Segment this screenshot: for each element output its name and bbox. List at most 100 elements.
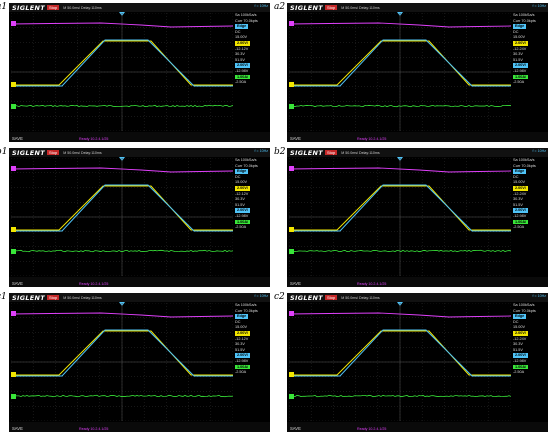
- timebase-readout: M 50.0ms/ Delay:110ms: [63, 5, 102, 10]
- trigger-type[interactable]: Edge: [235, 314, 249, 319]
- ch1-scale[interactable]: 2.00V/: [513, 185, 528, 191]
- trigger-coupling: DC: [513, 29, 519, 34]
- bottom-bar: SAVE Ready 10.2.4.1/25: [9, 277, 270, 287]
- waveform-grid: [289, 13, 511, 131]
- sample-rate: Sa 100kSa/s: [235, 13, 257, 17]
- ch4-offset: -2.50A: [235, 80, 247, 85]
- network-status: Ready 10.2.4.1/25: [79, 427, 109, 431]
- oscilloscope-screen: SIGLENT Stop M 50.0ms/ Delay:110ms f = 1…: [287, 293, 548, 432]
- memory-depth: Curr 70.0kpts: [235, 163, 258, 168]
- panel-label: a2: [273, 2, 287, 12]
- ch3-offset: -12.98V: [235, 358, 249, 363]
- ch3-trace: [289, 329, 511, 377]
- waveform-grid: [11, 158, 233, 276]
- ch1-scale[interactable]: 2.00V/: [513, 40, 528, 46]
- ch3-scale[interactable]: 2.00V/: [235, 63, 250, 68]
- ch2-level-marker: [11, 166, 16, 171]
- top-bar: SIGLENT Stop M 50.0ms/ Delay:110ms: [9, 293, 270, 302]
- ch4-offset: -2.50A: [235, 225, 247, 230]
- bottom-bar: SAVE Ready 10.2.4.1/25: [9, 132, 270, 142]
- run-stop-button[interactable]: Stop: [325, 5, 338, 10]
- trigger-type[interactable]: Edge: [513, 314, 527, 319]
- ch2-scale: 30.3V: [235, 52, 245, 57]
- ch2-trace: [11, 167, 233, 173]
- save-button[interactable]: SAVE: [290, 281, 301, 286]
- ch1-offset: -12.24V: [513, 336, 527, 341]
- run-stop-button[interactable]: Stop: [47, 150, 60, 155]
- panel-label: c2: [273, 292, 286, 302]
- network-status: Ready 10.2.4.1/25: [357, 427, 387, 431]
- run-stop-button[interactable]: Stop: [325, 150, 338, 155]
- ch2-trace: [289, 167, 511, 173]
- ch1-level-marker: [289, 372, 294, 377]
- channel-sidebar: Sa 100kSa/s Curr 70.0kpts Edge DC 15.00V…: [513, 303, 547, 421]
- ch1-trace: [11, 330, 233, 376]
- timebase-readout: M 50.0ms/ Delay:110ms: [341, 5, 380, 10]
- ch4-scale[interactable]: 1.00A/: [513, 364, 529, 370]
- panel-label: a1: [0, 2, 9, 12]
- ch3-scale[interactable]: 2.00V/: [513, 63, 528, 68]
- brand-logo: SIGLENT: [12, 3, 45, 12]
- brand-logo: SIGLENT: [290, 148, 323, 157]
- ch3-offset: -12.98V: [513, 358, 527, 363]
- top-bar: SIGLENT Stop M 50.0ms/ Delay:110ms: [9, 3, 270, 12]
- save-button[interactable]: SAVE: [290, 136, 301, 141]
- ch2-trace: [289, 312, 511, 318]
- ch4-offset: -2.50A: [513, 370, 525, 375]
- scope-panel-c1: c1 SIGLENT Stop M 50.0ms/ Delay:110ms f …: [0, 292, 270, 433]
- scope-panel-a1: a1 SIGLENT Stop M 50.0ms/ Delay:110ms f …: [0, 2, 270, 143]
- ch4-level-marker: [11, 394, 16, 399]
- ch3-scale[interactable]: 2.00V/: [235, 208, 250, 213]
- waveform-grid: [11, 13, 233, 131]
- save-button[interactable]: SAVE: [290, 426, 301, 431]
- bottom-bar: SAVE Ready 10.2.4.1/25: [287, 422, 548, 432]
- memory-depth: Curr 70.0kpts: [513, 308, 536, 313]
- ch2-scale: 30.3V: [513, 197, 523, 202]
- panel-label: b1: [0, 147, 9, 157]
- ch4-scale[interactable]: 1.00A/: [235, 74, 251, 80]
- run-stop-button[interactable]: Stop: [47, 295, 60, 300]
- ch4-trace: [289, 394, 511, 398]
- brand-logo: SIGLENT: [12, 293, 45, 302]
- ch1-offset: -12.24V: [513, 191, 527, 196]
- ch1-scale[interactable]: 2.00V/: [235, 185, 250, 191]
- channel-sidebar: Sa 100kSa/s Curr 70.0kpts Edge DC 15.00V…: [235, 303, 269, 421]
- save-button[interactable]: SAVE: [12, 281, 23, 286]
- ch2-offset: 51.5V: [513, 202, 523, 207]
- ch1-level-marker: [289, 82, 294, 87]
- ch3-trace: [289, 39, 511, 87]
- oscilloscope-screen: SIGLENT Stop M 50.0ms/ Delay:110ms f = 1…: [9, 148, 270, 287]
- ch4-scale[interactable]: 1.00A/: [235, 364, 251, 370]
- ch1-scale[interactable]: 2.00V/: [235, 40, 250, 46]
- trigger-freq: f = 10Hz: [532, 4, 546, 8]
- ch3-scale[interactable]: 2.00V/: [235, 353, 250, 358]
- save-button[interactable]: SAVE: [12, 136, 23, 141]
- trigger-freq: f = 10Hz: [254, 149, 268, 153]
- memory-depth: Curr 70.0kpts: [513, 163, 536, 168]
- ch2-level-marker: [289, 311, 294, 316]
- ch3-trace: [289, 184, 511, 232]
- ch4-offset: -2.50A: [513, 225, 525, 230]
- ch2-offset: 51.5V: [235, 347, 245, 352]
- ch1-offset: -12.12V: [235, 46, 249, 51]
- bottom-bar: SAVE Ready 10.2.4.1/25: [287, 132, 548, 142]
- ch3-scale[interactable]: 2.00V/: [513, 353, 528, 358]
- brand-logo: SIGLENT: [290, 3, 323, 12]
- trigger-type[interactable]: Edge: [235, 24, 249, 29]
- trigger-type[interactable]: Edge: [513, 169, 527, 174]
- run-stop-button[interactable]: Stop: [47, 5, 60, 10]
- ch4-scale[interactable]: 1.00A/: [235, 219, 251, 225]
- trigger-type[interactable]: Edge: [235, 169, 249, 174]
- trigger-type[interactable]: Edge: [513, 24, 527, 29]
- run-stop-button[interactable]: Stop: [325, 295, 338, 300]
- ch1-scale[interactable]: 2.00V/: [235, 330, 250, 336]
- ch1-offset: -12.12V: [235, 191, 249, 196]
- trigger-level: 15.00V: [235, 35, 248, 40]
- ch1-scale[interactable]: 2.00V/: [513, 330, 528, 336]
- ch3-scale[interactable]: 2.00V/: [513, 208, 528, 213]
- ch4-scale[interactable]: 1.00A/: [513, 74, 529, 80]
- bottom-bar: SAVE Ready 10.2.4.1/25: [9, 422, 270, 432]
- ch1-trace: [289, 330, 511, 376]
- save-button[interactable]: SAVE: [12, 426, 23, 431]
- ch4-scale[interactable]: 1.00A/: [513, 219, 529, 225]
